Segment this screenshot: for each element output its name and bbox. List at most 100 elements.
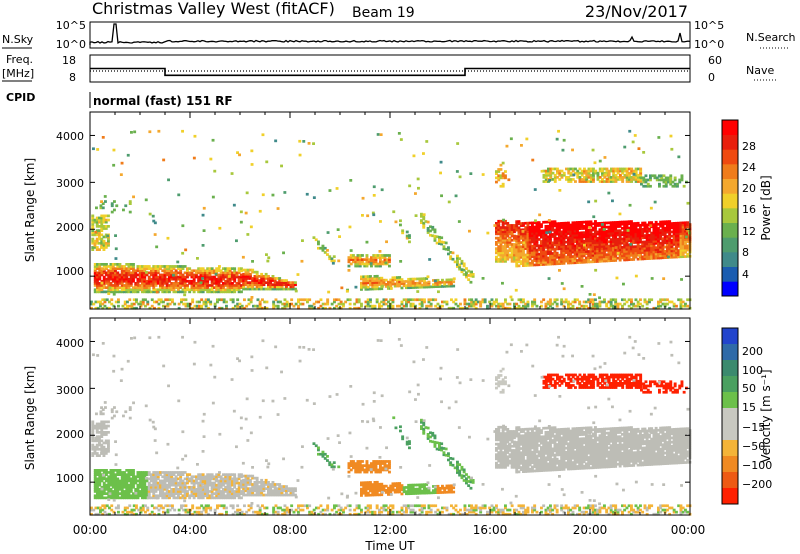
power-cell-1322 [504, 255, 507, 259]
power-cell-3413 [337, 302, 341, 306]
power-cell-2798 [553, 173, 557, 177]
velocity-cell-776 [228, 488, 232, 491]
power-cell-2144 [605, 255, 609, 259]
power-cell-1774 [560, 262, 564, 265]
power-cell-864 [249, 275, 252, 278]
power-cell-300 [127, 269, 131, 273]
power-cell-2261 [618, 223, 622, 226]
power-cell-178 [105, 263, 108, 266]
velocity-cell-162 [102, 485, 106, 489]
power-cell-3206 [108, 300, 111, 304]
power-cell-2857 [585, 173, 589, 177]
power-cell-2789 [549, 171, 553, 175]
power-cell-3833 [555, 137, 559, 141]
power-cell-381 [143, 271, 147, 275]
velocity-cell-236 [116, 483, 120, 487]
velocity-cell-76 [104, 439, 108, 443]
power-cell-602 [190, 279, 194, 283]
power-cell-3944 [101, 136, 105, 139]
power-cell-2232 [616, 250, 620, 254]
power-cell-855 [246, 275, 250, 278]
power-cell-1070 [360, 283, 363, 287]
power-cell-2178 [609, 250, 613, 254]
power-cell-1995 [585, 222, 588, 226]
power-cell-2644 [672, 251, 676, 255]
power-cell-365 [141, 277, 144, 281]
power-cell-2864 [587, 169, 591, 173]
power-cbar-tick-20: 20 [742, 182, 756, 195]
velocity-cell-643 [199, 479, 203, 483]
power-cell-1850 [569, 257, 573, 261]
velocity-cell-336 [134, 475, 138, 479]
power-cell-2396 [636, 228, 640, 231]
power-cell-1485 [524, 240, 528, 244]
velocity-cell-228 [114, 473, 117, 476]
power-cell-1149 [393, 284, 397, 288]
power-cell-503 [168, 271, 171, 275]
power-cell-3188 [90, 300, 93, 304]
power-cell-1630 [542, 256, 546, 260]
power-cell-4005 [114, 247, 118, 251]
power-cell-694 [210, 279, 214, 283]
power-cell-794 [233, 290, 237, 294]
velocity-cell-50 [100, 443, 104, 447]
power-cell-1707 [551, 254, 555, 257]
power-cell-4014 [209, 157, 213, 161]
power-cell-1108 [373, 281, 377, 284]
velocity-cell-57 [100, 424, 104, 428]
power-cell-2650 [672, 236, 676, 240]
power-cell-1810 [562, 226, 566, 229]
power-cell-947 [278, 285, 282, 289]
power-cell-498 [168, 284, 171, 287]
velocity-cell-454 [159, 485, 162, 489]
velocity-cell-251 [118, 471, 122, 474]
power-cell-3558 [481, 298, 485, 302]
power-cell-3941 [235, 239, 238, 243]
velocity-cell-614 [192, 481, 196, 485]
velocity-cell-539 [174, 471, 178, 474]
power-cell-3734 [645, 302, 649, 306]
power-cell-1042 [376, 256, 380, 259]
velocity-cell-40 [98, 437, 101, 441]
power-cell-3946 [591, 148, 595, 152]
velocity-cell-315 [129, 469, 133, 472]
power-cell-1326 [504, 247, 507, 250]
velocity-cell-340 [136, 490, 140, 493]
power-cell-3455 [382, 302, 386, 306]
power-cell-2414 [639, 223, 642, 227]
velocity-cell-800 [233, 481, 237, 485]
power-cell-2132 [603, 240, 606, 244]
velocity-cell-301 [127, 473, 131, 476]
beam-label: Beam 19 [352, 5, 415, 21]
power-cell-1293 [499, 238, 503, 242]
power-cell-104 [124, 204, 128, 208]
power-cell-2941 [621, 178, 625, 181]
power-cell-3183 [408, 240, 411, 244]
power-cell-2606 [666, 226, 669, 230]
power-cell-2160 [607, 255, 611, 258]
velocity-cell-347 [136, 471, 140, 474]
power-cell-1733 [553, 233, 557, 236]
velocity-cell-37 [98, 443, 101, 447]
velocity-cell-72 [104, 452, 108, 455]
power-cell-2052 [594, 256, 597, 259]
power-cell-3184 [408, 236, 411, 239]
power-cell-662 [204, 279, 207, 283]
power-cell-2893 [601, 169, 604, 173]
power-cell-3128 [456, 258, 459, 262]
power-cell-2336 [630, 247, 633, 251]
power-cell-935 [273, 287, 277, 291]
power-cell-397 [147, 286, 151, 289]
power-cell-3700 [614, 306, 618, 310]
power-heatmap-cells [90, 129, 692, 310]
power-cell-3340 [258, 306, 262, 310]
velocity-cell-787 [231, 490, 234, 493]
velocity-cell-830 [240, 475, 243, 479]
power-cell-1984 [585, 246, 588, 249]
power-cell-3526 [452, 306, 456, 310]
velocity-cell-177 [105, 471, 108, 474]
power-cell-2943 [621, 171, 625, 175]
power-cell-470 [161, 265, 165, 268]
power-cell-755 [224, 275, 228, 279]
power-cell-3425 [353, 306, 357, 310]
